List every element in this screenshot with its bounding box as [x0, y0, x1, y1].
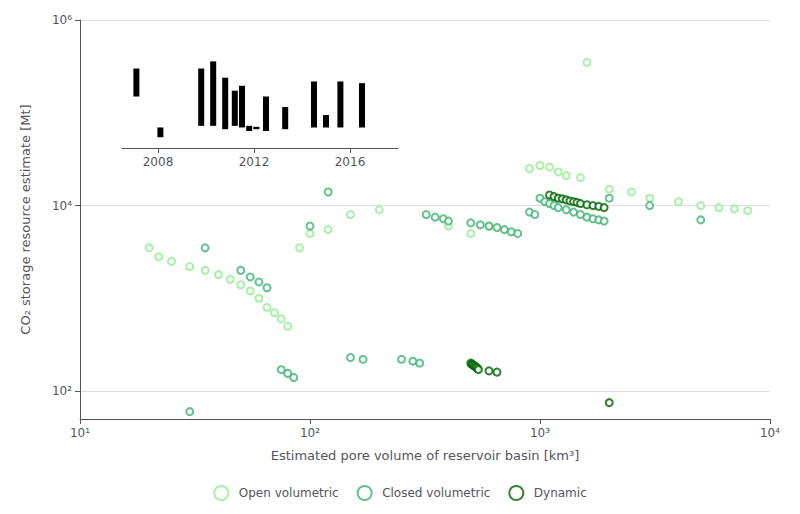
svg-text:10³: 10³ — [530, 426, 550, 440]
svg-text:10⁴: 10⁴ — [760, 426, 780, 440]
svg-text:Estimated pore volume of reser: Estimated pore volume of reservoir basin… — [271, 448, 580, 463]
svg-text:2016: 2016 — [335, 155, 366, 169]
svg-text:10¹: 10¹ — [70, 426, 90, 440]
svg-text:Dynamic: Dynamic — [534, 486, 587, 500]
svg-text:Closed volumetric: Closed volumetric — [382, 486, 490, 500]
svg-text:10²: 10² — [52, 384, 72, 398]
svg-text:2008: 2008 — [143, 155, 174, 169]
svg-text:10⁶: 10⁶ — [52, 13, 72, 27]
svg-text:2012: 2012 — [239, 155, 270, 169]
svg-text:10²: 10² — [300, 426, 320, 440]
svg-text:Open volumetric: Open volumetric — [239, 486, 339, 500]
svg-text:CO₂ storage resource estimate: CO₂ storage resource estimate [Mt] — [18, 104, 33, 334]
svg-text:10⁴: 10⁴ — [52, 199, 72, 213]
